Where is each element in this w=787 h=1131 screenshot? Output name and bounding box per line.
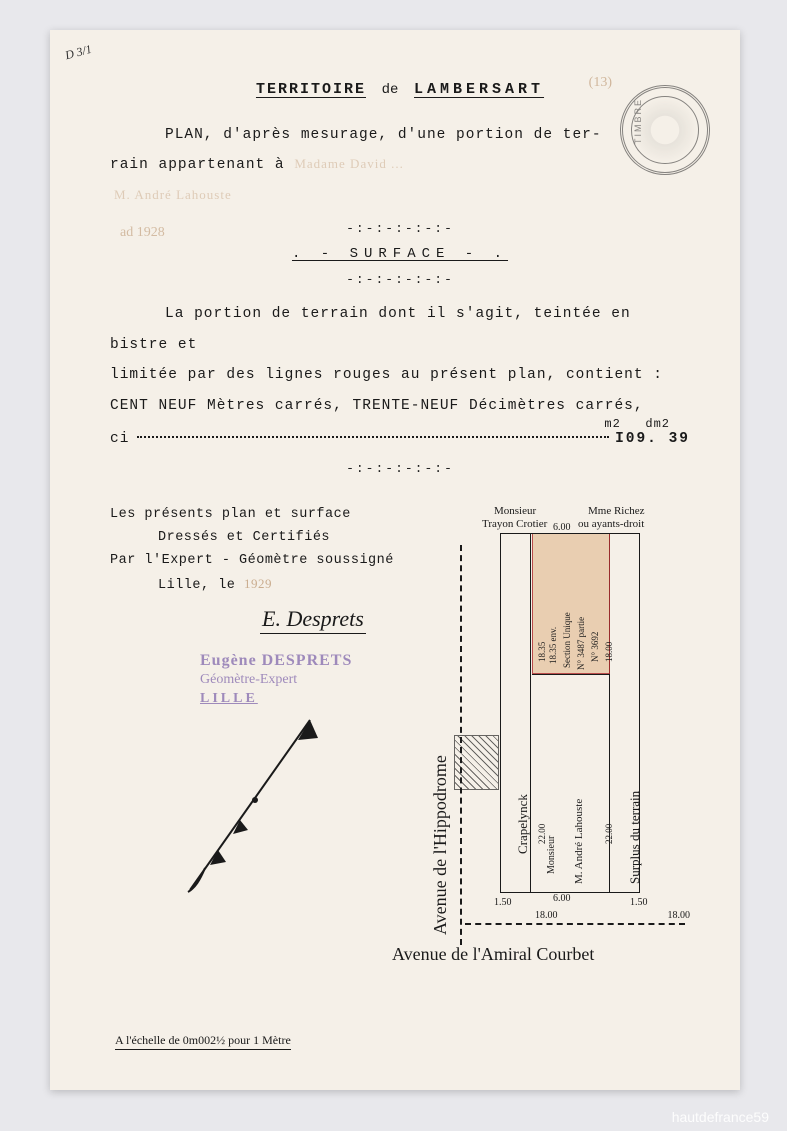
hatched-block bbox=[454, 735, 499, 790]
dim-gap-left: 1.50 bbox=[494, 897, 512, 908]
body-line-3: CENT NEUF Mètres carrés, TRENTE-NEUF Déc… bbox=[110, 391, 690, 421]
owner-top2-right: ou ayants-droit bbox=[578, 518, 644, 530]
corner-annotation: D 3/1 bbox=[64, 42, 94, 63]
mid-lower-label: M. André Lahouste bbox=[573, 799, 585, 884]
left-col-label: Crapelynck bbox=[515, 794, 531, 854]
dim-low-left: 22.00 bbox=[537, 824, 547, 844]
dim-hl-left: 18.35 bbox=[537, 642, 547, 662]
title-word-3: LAMBERSART bbox=[414, 81, 544, 98]
parcel-outline: 6.00 6.00 Crapelynck Surplus du terrain … bbox=[500, 533, 640, 893]
title-word-2: de bbox=[382, 82, 399, 98]
fiscal-stamp: TIMBRE bbox=[620, 85, 710, 175]
dim-bottom: 6.00 bbox=[553, 893, 571, 904]
street-horizontal-label: Avenue de l'Amiral Courbet bbox=[392, 944, 594, 965]
right-col-label: Surplus du terrain bbox=[627, 791, 643, 884]
unit-dm2: dm2 bbox=[645, 417, 670, 431]
intro-line-2a: rain appartenant à bbox=[110, 157, 294, 173]
street-vertical-label: Avenue de l'Hippodrome bbox=[430, 755, 451, 935]
surface-heading-text: . - SURFACE - . bbox=[292, 246, 508, 262]
parcel-diagram: Avenue de l'Hippodrome Monsieur Mme Rich… bbox=[380, 485, 690, 985]
page-number-mark: (13) bbox=[589, 75, 612, 91]
compass-arrow bbox=[160, 690, 360, 920]
scale-note: A l'échelle de 0m002½ pour 1 Mètre bbox=[115, 1033, 291, 1050]
total-value: I09. 39 bbox=[615, 431, 690, 447]
hl-line-2: Section Unique bbox=[562, 612, 572, 668]
dim-top: 6.00 bbox=[553, 522, 571, 533]
watermark: hautdefrance59 bbox=[672, 1109, 769, 1125]
title-word-1: TERRITOIRE bbox=[256, 81, 366, 98]
cert-line-4a: Lille, le bbox=[158, 578, 244, 593]
leader-dots bbox=[137, 436, 609, 438]
dim-street-front: 18.00 bbox=[535, 910, 558, 921]
divider-1: -:-:-:-:-:- bbox=[110, 221, 690, 236]
stamp-text: TIMBRE bbox=[633, 98, 643, 144]
divider-2: -:-:-:-:-:- bbox=[110, 272, 690, 287]
hl-line-4: N° 3692 bbox=[590, 632, 600, 662]
intro-line-1: PLAN, d'après mesurage, d'une portion de… bbox=[110, 120, 690, 150]
owner-hand-1: Madame David ... bbox=[294, 156, 404, 171]
body-line-1: La portion de terrain dont il s'agit, te… bbox=[110, 299, 690, 360]
divider-3: -:-:-:-:-:- bbox=[110, 461, 690, 476]
body-line-2: limitée par des lignes rouges au présent… bbox=[110, 360, 690, 390]
dim-low-right: 22.00 bbox=[604, 824, 614, 844]
intro-line-2: rain appartenant à Madame David ... bbox=[110, 150, 690, 180]
dim-hl-right: 18.00 bbox=[604, 642, 614, 662]
owner-top2-left: Trayon Crotier bbox=[482, 518, 547, 530]
dim-gap-right: 1.50 bbox=[630, 897, 648, 908]
parcel-inner-divider bbox=[532, 674, 610, 675]
year-annotation: ad 1928 bbox=[120, 225, 165, 241]
unit-m2: m2 bbox=[604, 417, 620, 431]
surface-heading: . - SURFACE - . bbox=[110, 246, 690, 262]
signature-text: E. Desprets bbox=[260, 606, 366, 634]
mid-lower-prefix: Monsieur bbox=[546, 836, 557, 874]
hl-line-3: N° 3487 partie bbox=[576, 617, 586, 670]
total-prefix: ci bbox=[110, 431, 129, 447]
owner-top-left: Monsieur bbox=[494, 505, 536, 517]
hl-line-1: 18.35 env. bbox=[548, 627, 558, 664]
owner-top-right: Mme Richez bbox=[588, 505, 645, 517]
dim-street-right: 18.00 bbox=[668, 910, 691, 921]
total-row: ci I09. 39 bbox=[110, 431, 690, 447]
intro-line-3: M. André Lahouste bbox=[110, 181, 690, 211]
owner-hand-2: M. André Lahouste bbox=[110, 187, 232, 202]
cert-year-hand: 1929 bbox=[244, 576, 272, 591]
street-horizontal-line bbox=[465, 923, 685, 925]
